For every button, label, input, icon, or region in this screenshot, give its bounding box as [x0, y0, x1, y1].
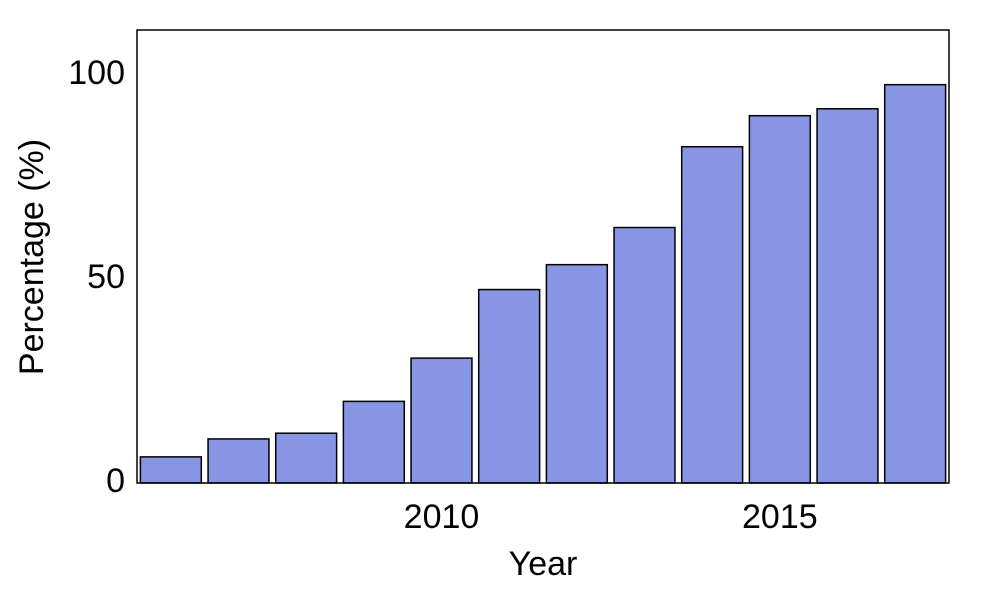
- bar: [274, 432, 338, 484]
- plot-frame: [136, 29, 950, 484]
- bar: [342, 400, 406, 484]
- bar: [613, 226, 676, 484]
- bar: [207, 438, 270, 484]
- bar: [139, 456, 203, 484]
- x-axis-label: Year: [509, 545, 578, 583]
- bar: [883, 83, 947, 484]
- y-tick-label: 50: [87, 258, 125, 296]
- x-tick-label: 2010: [404, 498, 480, 536]
- bar: [816, 108, 879, 484]
- bar: [410, 357, 473, 484]
- y-tick-label: 0: [106, 462, 125, 500]
- bar: [680, 145, 744, 484]
- bar: [477, 288, 541, 484]
- x-tick-label: 2015: [742, 498, 818, 536]
- bar: [748, 114, 812, 484]
- bar: [545, 263, 609, 484]
- y-axis-label: Percentage (%): [13, 139, 51, 375]
- y-tick-label: 100: [68, 54, 125, 92]
